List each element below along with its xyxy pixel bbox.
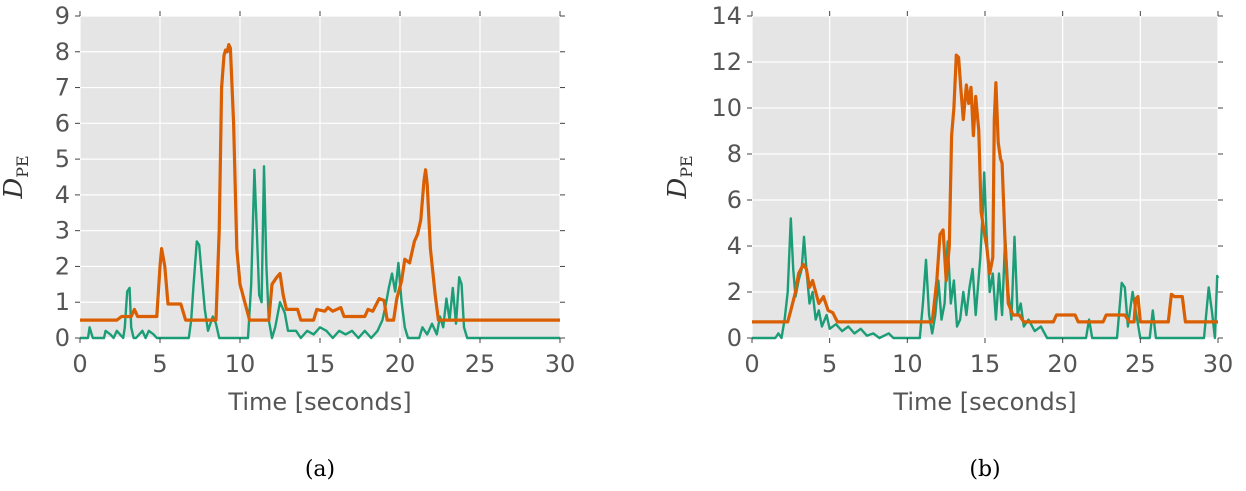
series-line-orange — [752, 53, 1218, 324]
y-tick-label: 0 — [727, 324, 742, 352]
x-tick-label: 20 — [1047, 350, 1078, 378]
x-tick-label: 25 — [465, 350, 496, 378]
y-tick-label: 7 — [55, 74, 70, 102]
chart-panel-b: 0 2 4 6 8 10 12 14 0 5 10 15 20 25 30 Time [seconds] DPE… — [663, 2, 1233, 482]
x-tick-label: 5 — [152, 350, 167, 378]
y-axis-label-subscript: PE — [13, 155, 32, 177]
y-axis-label: DPE — [0, 155, 32, 199]
figure-caption: (b) — [969, 457, 1000, 482]
x-tick-label: 15 — [970, 350, 1001, 378]
x-tick-label: 30 — [545, 350, 576, 378]
y-tick-label: 4 — [727, 232, 742, 260]
x-axis-label: Time [seconds] — [892, 388, 1076, 416]
chart-panel-a: 0 1 2 3 4 5 6 7 8 9 0 5 10 15 20 25 30 Time [seconds] DPE (… — [0, 2, 575, 482]
x-tick-label: 30 — [1203, 350, 1234, 378]
y-axis-label-main: D — [0, 178, 29, 200]
series-line-green — [752, 171, 1220, 340]
y-tick-label: 8 — [727, 140, 742, 168]
y-tick-label: 14 — [711, 2, 742, 30]
x-tick-label: 20 — [385, 350, 416, 378]
x-tick-label: 0 — [744, 350, 759, 378]
y-tick-label: 2 — [727, 278, 742, 306]
figure-caption: (a) — [305, 457, 335, 482]
y-tick-label: 6 — [727, 186, 742, 214]
x-tick-label: 10 — [892, 350, 923, 378]
y-tick-label: 1 — [55, 288, 70, 316]
x-tick-label: 15 — [305, 350, 336, 378]
series-line-orange — [80, 43, 560, 322]
y-axis-label-main: D — [663, 178, 693, 200]
y-tick-label: 9 — [55, 2, 70, 30]
y-axis-label-subscript: PE — [677, 155, 696, 177]
x-tick-label: 5 — [822, 350, 837, 378]
x-tick-label: 0 — [72, 350, 87, 378]
x-axis-label: Time [seconds] — [227, 388, 411, 416]
x-tick-label: 25 — [1125, 350, 1156, 378]
y-tick-label: 4 — [55, 181, 70, 209]
y-tick-label: 6 — [55, 109, 70, 137]
series-line-green — [80, 165, 560, 340]
y-tick-label: 2 — [55, 252, 70, 280]
y-axis-label: DPE — [663, 155, 696, 199]
y-tick-label: 3 — [55, 217, 70, 245]
y-tick-label: 12 — [711, 48, 742, 76]
x-tick-label: 10 — [225, 350, 256, 378]
y-tick-label: 5 — [55, 145, 70, 173]
y-tick-label: 10 — [711, 94, 742, 122]
y-tick-label: 8 — [55, 38, 70, 66]
y-tick-label: 0 — [55, 324, 70, 352]
